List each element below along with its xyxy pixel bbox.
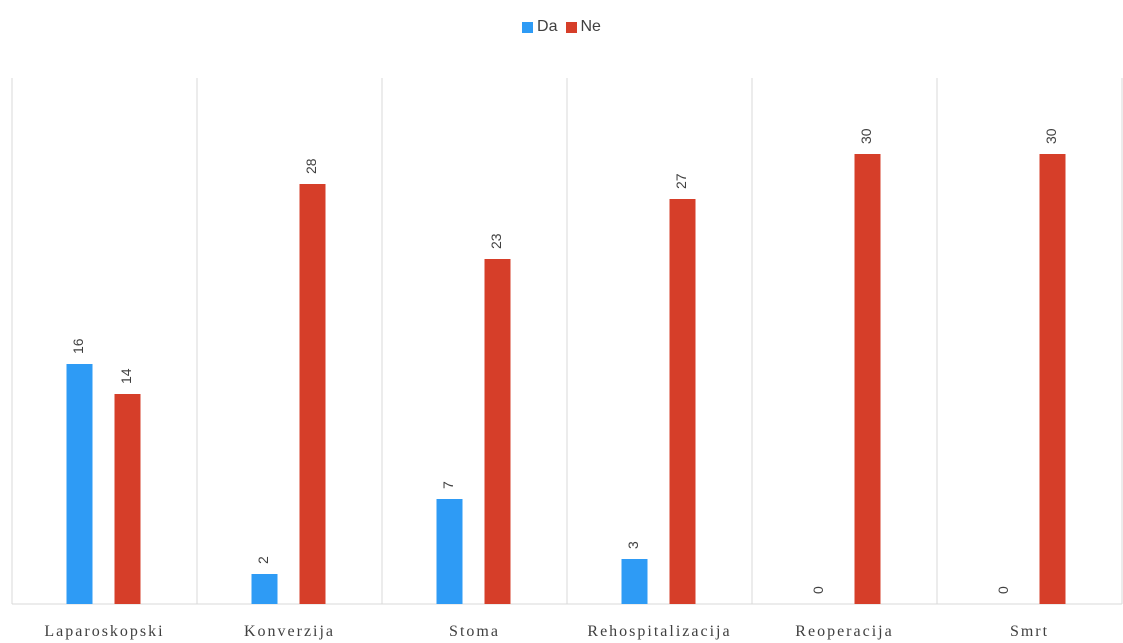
legend-item-da: Da <box>522 18 558 36</box>
data-label-da-rehospitalizacija: 3 <box>625 541 641 549</box>
legend: Da Ne <box>0 18 1123 36</box>
data-label-ne-stoma: 23 <box>488 233 504 249</box>
data-label-da-stoma: 7 <box>440 481 456 489</box>
bar-da-stoma <box>436 499 463 604</box>
data-label-ne-reoperacija: 30 <box>858 128 874 144</box>
bar-ne-reoperacija <box>854 154 881 604</box>
bar-da-konverzija <box>251 574 278 604</box>
legend-label-da: Da <box>537 18 558 35</box>
bar-da-rehospitalizacija <box>621 559 648 604</box>
data-label-ne-konverzija: 28 <box>303 158 319 174</box>
data-label-ne-smrt: 30 <box>1043 128 1059 144</box>
data-label-da-reoperacija: 0 <box>810 586 826 594</box>
legend-swatch-da <box>522 21 534 33</box>
x-tick-label-rehospitalizacija: Rehospitalizacija <box>587 623 731 640</box>
bar-ne-stoma <box>484 259 511 604</box>
data-label-ne-rehospitalizacija: 27 <box>673 173 689 189</box>
x-tick-label-smrt: Smrt <box>1010 623 1049 640</box>
data-label-ne-laparoskopski: 14 <box>118 368 134 384</box>
legend-swatch-ne <box>565 21 577 33</box>
x-tick-label-reoperacija: Reoperacija <box>795 623 893 640</box>
data-label-da-laparoskopski: 16 <box>70 338 86 354</box>
legend-label-ne: Ne <box>580 18 601 35</box>
bar-ne-konverzija <box>299 184 326 604</box>
bar-ne-rehospitalizacija <box>669 199 696 604</box>
data-label-da-smrt: 0 <box>995 586 1011 594</box>
bar-da-laparoskopski <box>66 364 93 604</box>
x-tick-label-laparoskopski: Laparoskopski <box>44 623 164 640</box>
bar-ne-smrt <box>1039 154 1066 604</box>
x-tick-label-stoma: Stoma <box>449 623 500 640</box>
bar-ne-laparoskopski <box>114 394 141 604</box>
data-label-da-konverzija: 2 <box>255 556 271 564</box>
x-tick-label-konverzija: Konverzija <box>244 623 335 640</box>
legend-item-ne: Ne <box>565 18 601 36</box>
